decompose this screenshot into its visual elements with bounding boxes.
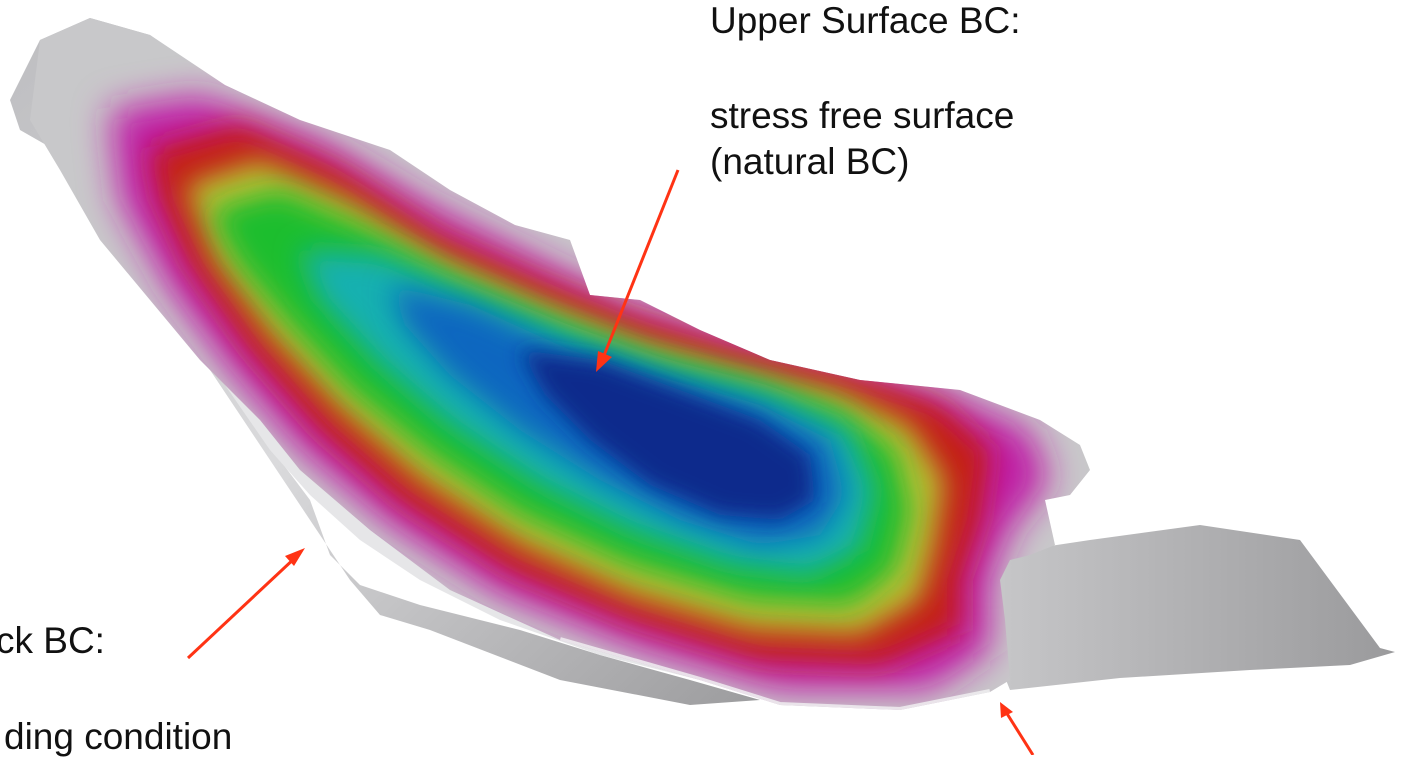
upper-surface-bc-title: Upper Surface BC:: [710, 0, 1021, 41]
glacier-tongue: [990, 525, 1395, 690]
bedrock-bc-description: ding condition: [4, 716, 233, 757]
arrow-to-upper-surface-icon: [596, 169, 680, 372]
upper-surface-bc-note: (natural BC): [710, 141, 910, 182]
bedrock-bc-title: ck BC:: [0, 620, 105, 661]
arrow-to-bed-icon: [186, 548, 305, 660]
arrow-to-bed-lower-right-icon: [1000, 702, 1035, 755]
upper-surface-bc-description: stress free surface: [710, 95, 1015, 136]
